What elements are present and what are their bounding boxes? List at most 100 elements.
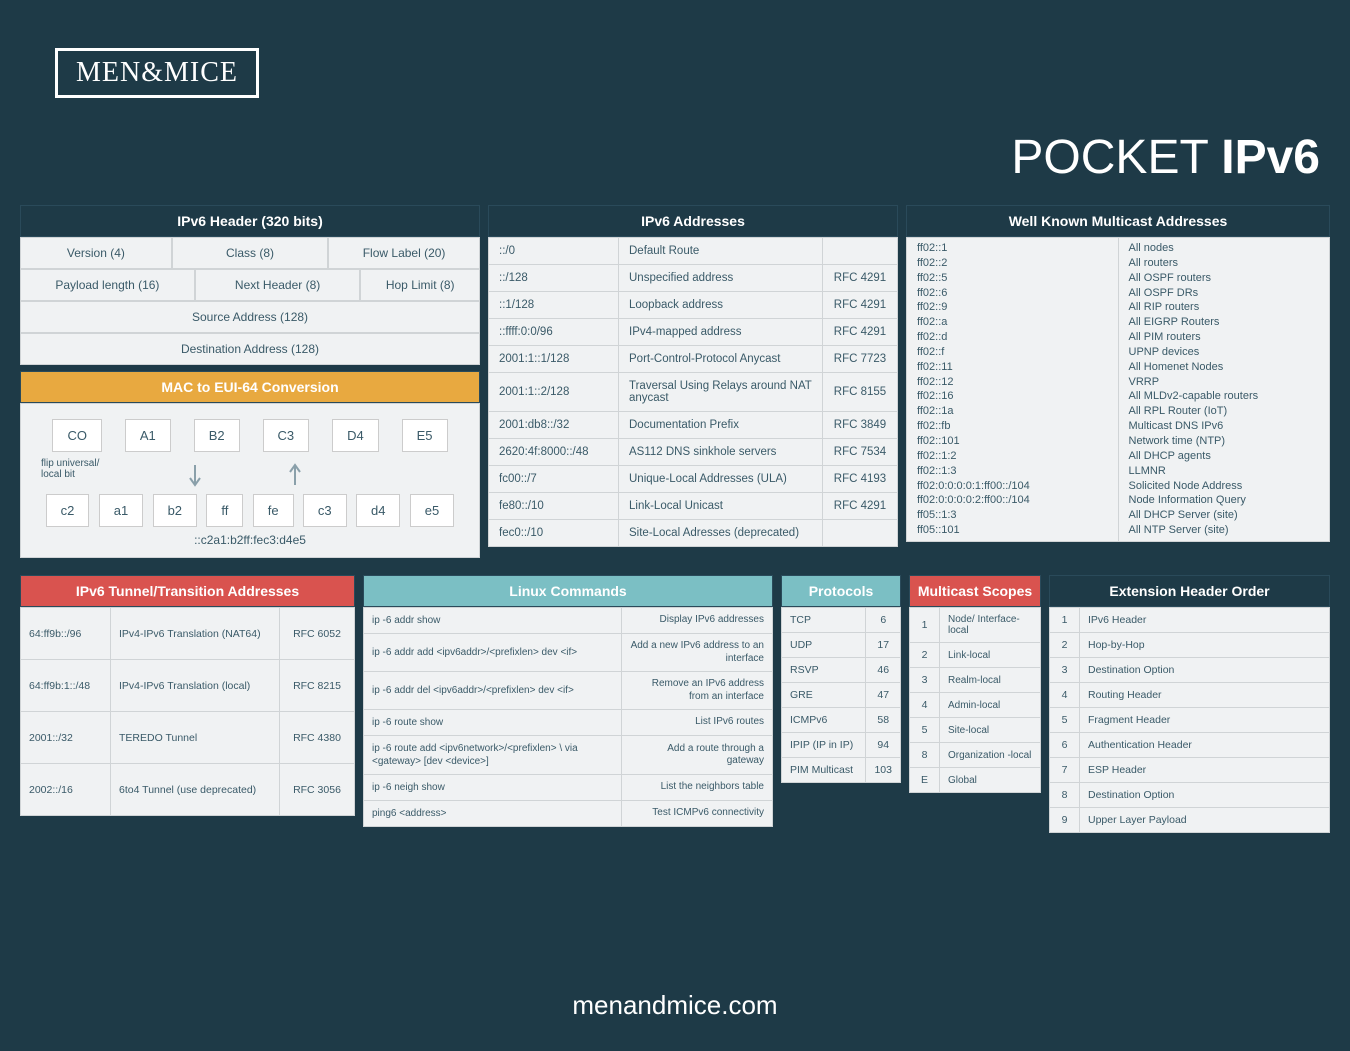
ext-name: Hop-by-Hop (1080, 633, 1330, 658)
header-field: Hop Limit (8) (360, 269, 480, 301)
conversion-arrow-icon (185, 460, 405, 490)
ext-num: 3 (1050, 658, 1080, 683)
addr-prefix: ::1/128 (489, 292, 619, 319)
scope-num: E (910, 768, 940, 793)
header-field: Source Address (128) (20, 301, 480, 333)
linux-desc: Remove an IPv6 address from an interface (621, 672, 772, 710)
linux-desc: Add a route through a gateway (621, 736, 772, 775)
scopes-table: 1Node/ Interface-local2Link-local3Realm-… (909, 607, 1041, 793)
linux-cmd: ip -6 addr show (364, 608, 622, 634)
addr-prefix: fe80::/10 (489, 493, 619, 520)
ext-name: Upper Layer Payload (1080, 808, 1330, 833)
addr-rfc: RFC 7723 (823, 346, 898, 373)
mac-byte: b2 (153, 494, 197, 527)
tunnel-section: IPv6 Tunnel/Transition Addresses 64:ff9b… (20, 575, 355, 833)
mac-byte: CO (52, 419, 102, 452)
addr-prefix: 2001:1::1/128 (489, 346, 619, 373)
ext-name: IPv6 Header (1080, 608, 1330, 633)
addr-rfc: RFC 4291 (823, 292, 898, 319)
linux-cmd: ping6 <address> (364, 801, 622, 827)
scopes-section: Multicast Scopes 1Node/ Interface-local2… (909, 575, 1041, 833)
protocols-section: Protocols TCP6UDP17RSVP46GRE47ICMPv658IP… (781, 575, 901, 833)
mac-byte: a1 (99, 494, 143, 527)
addr-desc: AS112 DNS sinkhole servers (619, 439, 823, 466)
scope-name: Global (940, 768, 1041, 793)
header-addresses: IPv6 Addresses (488, 205, 898, 237)
linux-desc: Add a new IPv6 address to an interface (621, 634, 772, 672)
multicast-right: All nodesAll routersAll OSPF routersAll … (1118, 238, 1330, 542)
scope-name: Node/ Interface-local (940, 608, 1041, 643)
addr-desc: Unique-Local Addresses (ULA) (619, 466, 823, 493)
scope-num: 5 (910, 718, 940, 743)
tunnel-cell: RFC 3056 (280, 764, 355, 816)
scope-num: 2 (910, 643, 940, 668)
linux-table: ip -6 addr showDisplay IPv6 addressesip … (363, 607, 773, 827)
proto-name: ICMPv6 (782, 708, 866, 733)
mac-byte: A1 (125, 419, 171, 452)
addr-rfc: RFC 7534 (823, 439, 898, 466)
multicast-table: ff02::1ff02::2ff02::5ff02::6ff02::9ff02:… (906, 237, 1330, 542)
tunnel-cell: 64:ff9b::/96 (21, 608, 111, 660)
addr-desc: Traversal Using Relays around NAT anycas… (619, 373, 823, 412)
mac-byte: fe (253, 494, 294, 527)
header-field: Flow Label (20) (328, 237, 480, 269)
tunnel-cell: RFC 8215 (280, 660, 355, 712)
ext-num: 1 (1050, 608, 1080, 633)
ext-name: ESP Header (1080, 758, 1330, 783)
header-linux: Linux Commands (363, 575, 773, 607)
linux-desc: Test ICMPv6 connectivity (621, 801, 772, 827)
mac-byte: c3 (303, 494, 347, 527)
proto-num: 46 (866, 658, 901, 683)
addr-desc: Default Route (619, 238, 823, 265)
addr-prefix: ::/128 (489, 265, 619, 292)
linux-desc: Display IPv6 addresses (621, 608, 772, 634)
ext-table: 1IPv6 Header2Hop-by-Hop3Destination Opti… (1049, 607, 1330, 833)
ext-num: 6 (1050, 733, 1080, 758)
linux-cmd: ip -6 route add <ipv6network>/<prefixlen… (364, 736, 622, 775)
header-field: Destination Address (128) (20, 333, 480, 365)
addr-rfc: RFC 3849 (823, 412, 898, 439)
tunnel-cell: 2001::/32 (21, 712, 111, 764)
mac-byte: d4 (356, 494, 400, 527)
ext-num: 4 (1050, 683, 1080, 708)
ext-name: Destination Option (1080, 783, 1330, 808)
linux-desc: List the neighbors table (621, 775, 772, 801)
scope-num: 1 (910, 608, 940, 643)
linux-cmd: ip -6 addr add <ipv6addr>/<prefixlen> de… (364, 634, 622, 672)
tunnel-cell: TEREDO Tunnel (111, 712, 280, 764)
header-tunnel: IPv6 Tunnel/Transition Addresses (20, 575, 355, 607)
linux-section: Linux Commands ip -6 addr showDisplay IP… (363, 575, 773, 833)
header-mac: MAC to EUI-64 Conversion (20, 371, 480, 403)
ext-name: Authentication Header (1080, 733, 1330, 758)
proto-name: UDP (782, 633, 866, 658)
linux-cmd: ip -6 neigh show (364, 775, 622, 801)
ext-name: Routing Header (1080, 683, 1330, 708)
multicast-left: ff02::1ff02::2ff02::5ff02::6ff02::9ff02:… (907, 238, 1119, 542)
title-bold: IPv6 (1221, 131, 1320, 184)
tunnel-cell: IPv4-IPv6 Translation (local) (111, 660, 280, 712)
ext-num: 9 (1050, 808, 1080, 833)
ext-num: 7 (1050, 758, 1080, 783)
mac-byte: e5 (410, 494, 454, 527)
scope-num: 3 (910, 668, 940, 693)
scope-num: 4 (910, 693, 940, 718)
addr-prefix: ::ffff:0:0/96 (489, 319, 619, 346)
mac-byte: B2 (194, 419, 240, 452)
mac-byte: D4 (332, 419, 379, 452)
linux-desc: List IPv6 routes (621, 710, 772, 736)
proto-num: 6 (866, 608, 901, 633)
tunnel-cell: RFC 4380 (280, 712, 355, 764)
ext-section: Extension Header Order 1IPv6 Header2Hop-… (1049, 575, 1330, 833)
linux-cmd: ip -6 addr del <ipv6addr>/<prefixlen> de… (364, 672, 622, 710)
header-ext: Extension Header Order (1049, 575, 1330, 607)
addr-prefix: ::/0 (489, 238, 619, 265)
scope-num: 8 (910, 743, 940, 768)
proto-num: 94 (866, 733, 901, 758)
tunnel-cell: 6to4 Tunnel (use deprecated) (111, 764, 280, 816)
tunnel-cell: RFC 6052 (280, 608, 355, 660)
tunnel-cell: 2002::/16 (21, 764, 111, 816)
mac-result: ::c2a1:b2ff:fec3:d4e5 (41, 533, 459, 547)
proto-name: GRE (782, 683, 866, 708)
proto-num: 47 (866, 683, 901, 708)
header-field: Class (8) (172, 237, 328, 269)
